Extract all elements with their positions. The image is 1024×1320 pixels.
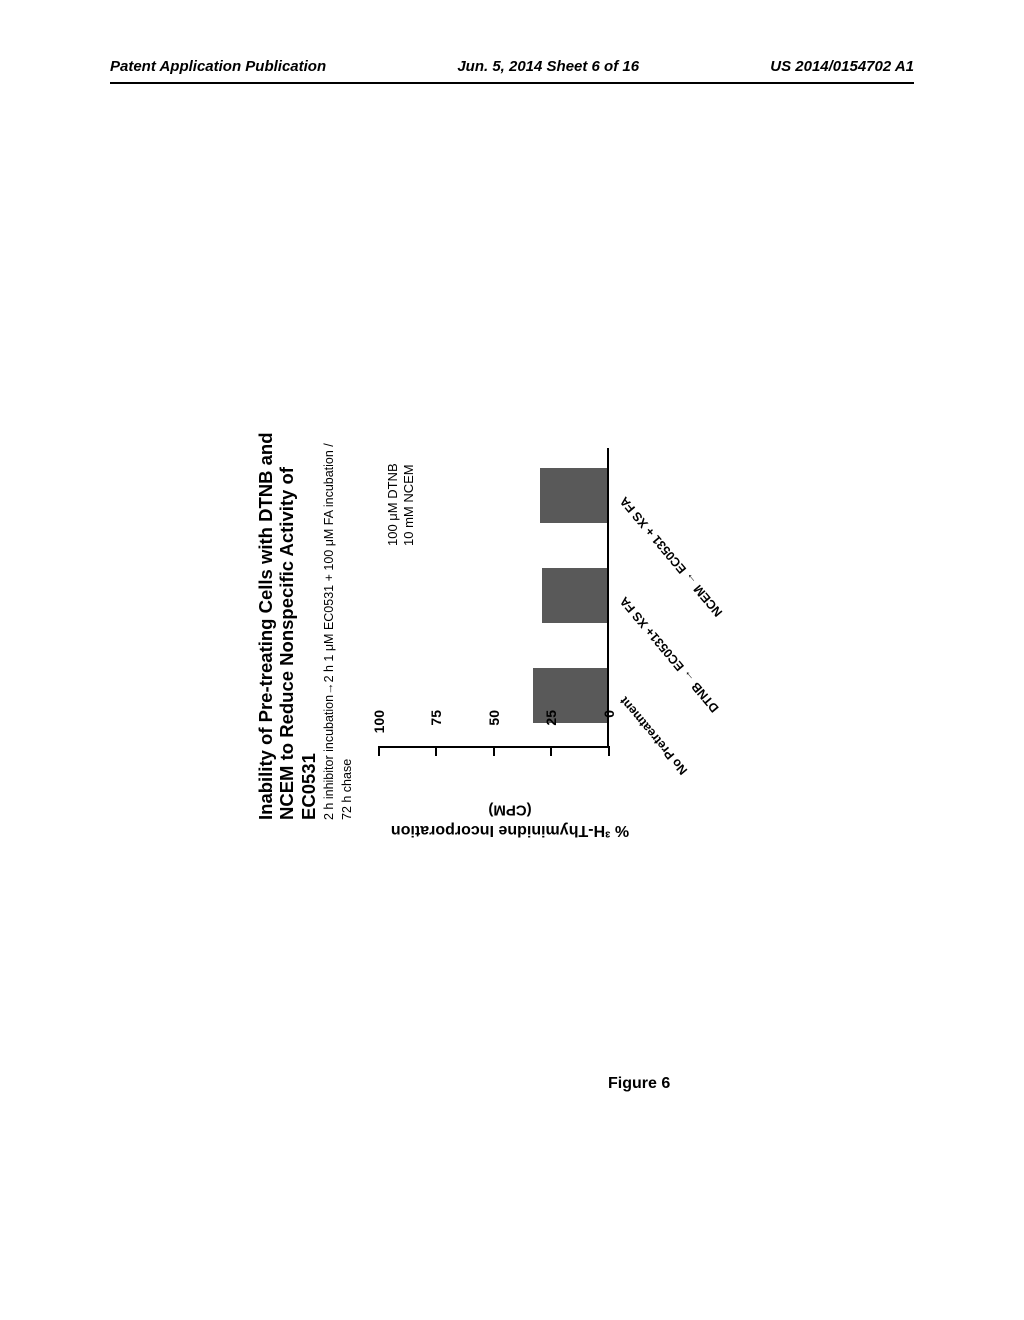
header-center: Jun. 5, 2014 Sheet 6 of 16 <box>457 58 639 75</box>
chart-title-block: Inability of Pre-treating Cells with DTN… <box>255 400 355 820</box>
ytick-100 <box>378 746 380 756</box>
ytick-0 <box>608 746 610 756</box>
ytick-25 <box>550 746 552 756</box>
plot-area: 100 μM DTNB 10 mM NCEM <box>379 448 609 748</box>
conc-dtnb: 100 μM DTNB <box>385 463 400 546</box>
header-right: US 2014/0154702 A1 <box>770 58 914 75</box>
chart: % ³H-Thyminidne Incorporation (CPM) 100 … <box>365 400 655 820</box>
chart-title-line1: Inability of Pre-treating Cells with DTN… <box>255 400 276 820</box>
y-axis-label-2: (CPM) <box>488 802 531 819</box>
ytick-label-50: 50 <box>486 710 502 744</box>
ytick-label-100: 100 <box>371 710 387 744</box>
chart-title-line2: NCEM to Reduce Nonspecific Activity of E… <box>276 400 319 820</box>
bar-dtnb <box>542 569 606 624</box>
chart-subtitle-line2: 72 h chase <box>340 400 355 820</box>
ytick-50 <box>493 746 495 756</box>
ytick-label-0: 0 <box>601 710 617 744</box>
ytick-label-25: 25 <box>543 710 559 744</box>
header-left: Patent Application Publication <box>110 58 326 75</box>
figure-caption: Figure 6 <box>608 1075 670 1093</box>
bar-ncem <box>540 469 607 524</box>
ytick-75 <box>435 746 437 756</box>
ytick-label-75: 75 <box>428 710 444 744</box>
figure-rotated: Inability of Pre-treating Cells with DTN… <box>255 400 895 820</box>
header-rule <box>110 82 914 84</box>
y-axis-label-1: % ³H-Thyminidne Incorporation <box>391 821 629 839</box>
chart-subtitle-line1: 2 h inhibitor incubation→2 h 1 μM EC0531… <box>322 400 337 820</box>
page-header: Patent Application Publication Jun. 5, 2… <box>0 58 1024 75</box>
conc-ncem: 10 mM NCEM <box>401 464 416 546</box>
